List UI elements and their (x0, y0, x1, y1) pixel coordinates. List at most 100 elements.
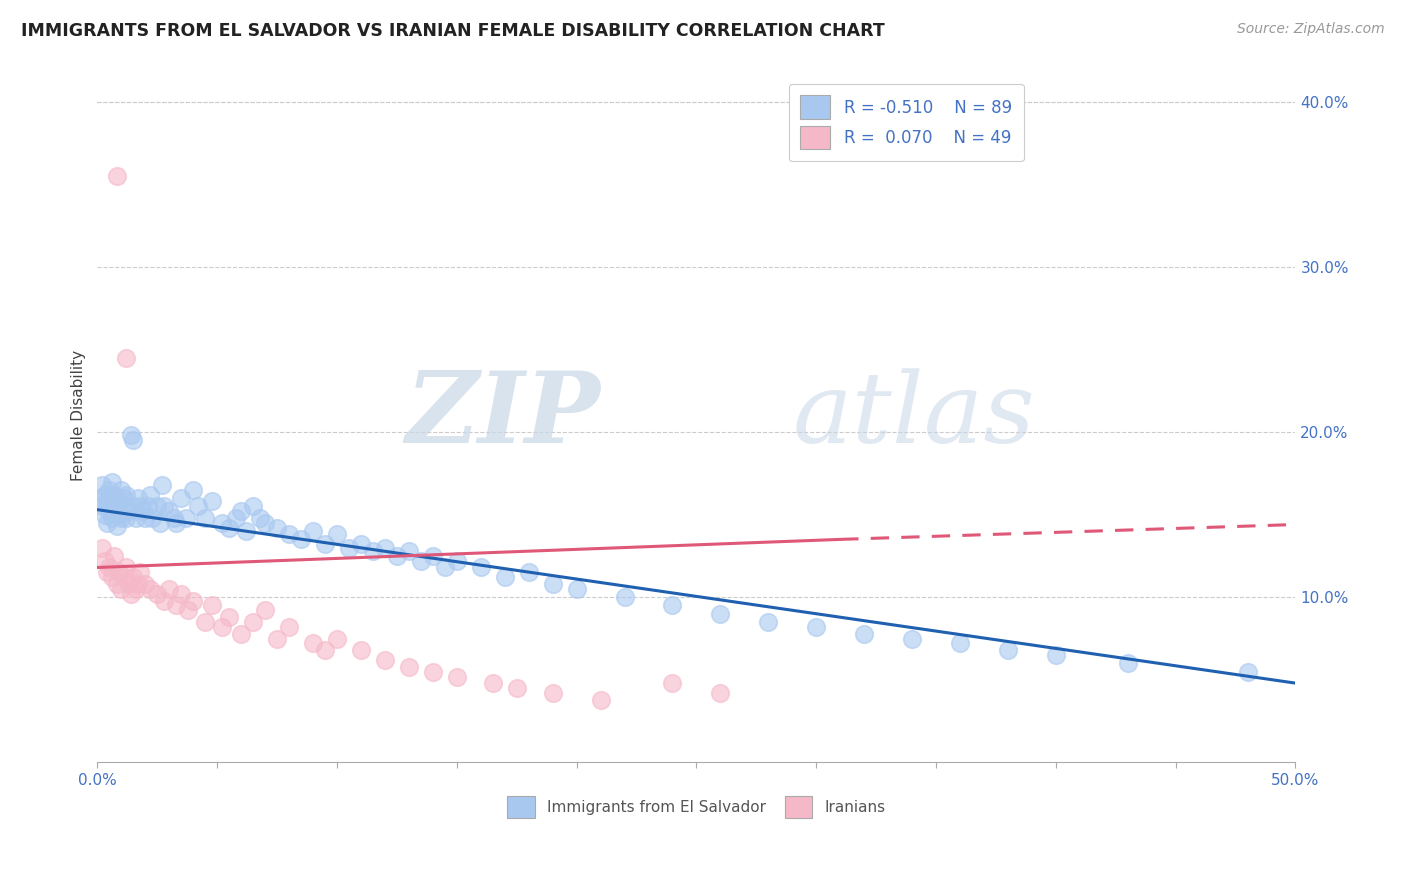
Point (409, 554, 432, 568)
Point (1236, 665, 1258, 679)
Point (103, 488, 125, 502)
Point (105, 519, 128, 533)
Point (201, 599, 224, 613)
Point (949, 636, 972, 650)
Point (278, 527, 301, 541)
Text: ZIP: ZIP (405, 368, 600, 464)
Point (398, 659, 420, 673)
Y-axis label: Female Disability: Female Disability (72, 350, 86, 481)
Point (194, 511, 217, 525)
Point (302, 524, 325, 538)
Point (122, 434, 145, 448)
Point (249, 511, 271, 525)
Point (91, 478, 114, 492)
Point (470, 560, 492, 574)
Point (165, 516, 187, 530)
Point (103, 500, 125, 514)
Point (98, 483, 121, 497)
Point (997, 643, 1019, 657)
Point (235, 524, 257, 538)
Point (108, 566, 131, 580)
Point (374, 541, 396, 555)
Point (170, 491, 193, 505)
Point (181, 593, 204, 607)
Point (242, 500, 264, 514)
Point (709, 607, 731, 621)
Point (91, 541, 114, 555)
Point (122, 500, 145, 514)
Point (108, 508, 131, 522)
Point (153, 593, 176, 607)
Point (565, 582, 588, 596)
Point (139, 582, 162, 596)
Point (1116, 657, 1139, 671)
Point (127, 491, 149, 505)
Point (170, 587, 193, 601)
Point (218, 521, 240, 535)
Point (120, 428, 142, 442)
Point (157, 582, 180, 596)
Point (661, 599, 683, 613)
Point (141, 511, 163, 525)
Point (125, 511, 148, 525)
Point (100, 570, 122, 584)
Point (194, 615, 217, 629)
Point (136, 500, 159, 514)
Point (229, 504, 252, 518)
Point (122, 570, 145, 584)
Point (181, 483, 204, 497)
Point (129, 500, 152, 514)
Point (326, 632, 349, 646)
Point (89, 491, 111, 505)
Point (134, 511, 156, 525)
Point (93, 554, 115, 568)
Point (211, 620, 233, 634)
Point (98, 504, 121, 518)
Point (150, 478, 173, 492)
Point (218, 610, 240, 624)
Text: Source: ZipAtlas.com: Source: ZipAtlas.com (1237, 22, 1385, 37)
Point (96, 494, 118, 508)
Point (112, 491, 135, 505)
Point (132, 504, 155, 518)
Point (96, 566, 118, 580)
Point (225, 511, 247, 525)
Point (177, 603, 200, 617)
Point (361, 544, 384, 558)
Point (211, 516, 233, 530)
Point (117, 577, 139, 591)
Point (709, 686, 731, 700)
Point (541, 577, 564, 591)
Point (115, 351, 138, 365)
Point (422, 549, 444, 563)
Point (100, 475, 122, 489)
Point (146, 500, 169, 514)
Point (254, 603, 277, 617)
Point (117, 504, 139, 518)
Point (901, 632, 924, 646)
Point (115, 488, 138, 502)
Point (91, 500, 114, 514)
Point (110, 582, 132, 596)
Point (290, 533, 312, 547)
Point (139, 488, 162, 502)
Point (242, 615, 264, 629)
Point (350, 537, 373, 551)
Point (112, 500, 135, 514)
Point (146, 587, 169, 601)
Point (120, 587, 142, 601)
Point (613, 591, 636, 605)
Point (108, 496, 131, 510)
Point (105, 169, 128, 183)
Point (110, 483, 132, 497)
Point (398, 544, 420, 558)
Point (446, 669, 468, 683)
Point (314, 537, 336, 551)
Point (278, 620, 301, 634)
Point (103, 549, 125, 563)
Point (127, 577, 149, 591)
Point (337, 541, 360, 555)
Point (853, 626, 876, 640)
Legend: Immigrants from El Salvador, Iranians: Immigrants from El Salvador, Iranians (502, 790, 891, 824)
Point (806, 620, 828, 634)
